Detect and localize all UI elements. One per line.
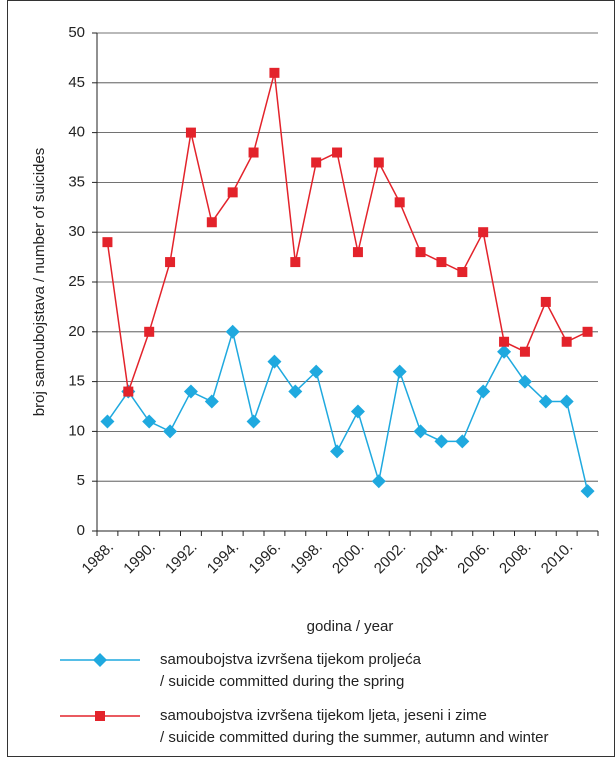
square-marker (582, 326, 593, 337)
square-marker (373, 157, 384, 168)
diamond-marker (476, 384, 491, 399)
diamond-marker (371, 474, 386, 489)
square-marker (457, 267, 468, 278)
square-marker (102, 237, 113, 248)
legend-label: samoubojstva izvršena tijekom proljeća (160, 651, 422, 668)
x-tick-label: 2004. (413, 539, 452, 578)
y-tick-label: 25 (68, 273, 85, 290)
y-tick-label: 40 (68, 124, 85, 141)
square-marker (290, 257, 301, 268)
y-tick-label: 5 (77, 472, 85, 489)
x-tick-label: 2006. (454, 539, 493, 578)
legend-label: samoubojstva izvršena tijekom ljeta, jes… (160, 707, 487, 724)
x-tick-label: 1998. (287, 539, 326, 578)
y-tick-label: 10 (68, 422, 85, 439)
diamond-marker (497, 344, 512, 359)
diamond-marker (309, 364, 324, 379)
diamond-marker (434, 434, 449, 449)
square-marker (311, 157, 322, 168)
square-marker (415, 247, 426, 258)
y-tick-label: 15 (68, 373, 85, 390)
legend-label: / suicide committed during the summer, a… (160, 729, 549, 746)
diamond-marker (330, 444, 345, 459)
y-tick-label: 45 (68, 74, 85, 91)
square-marker (269, 67, 280, 78)
x-tick-label: 2010. (538, 539, 577, 578)
diamond-marker (100, 414, 115, 429)
square-marker (499, 336, 510, 347)
y-axis-label: broj samoubojstava / number of suicides (31, 148, 48, 416)
square-marker (394, 197, 405, 208)
x-tick-label: 2008. (496, 539, 535, 578)
square-marker (206, 217, 217, 228)
y-tick-label: 30 (68, 223, 85, 240)
square-marker (352, 247, 363, 258)
diamond-marker (559, 394, 574, 409)
square-marker (478, 227, 489, 238)
series-line (106, 328, 589, 492)
square-marker (519, 346, 530, 357)
square-marker (165, 257, 176, 268)
square-marker (561, 336, 572, 347)
diamond-marker (225, 324, 240, 339)
y-tick-label: 20 (68, 323, 85, 340)
diamond-marker (288, 384, 303, 399)
square-marker (144, 326, 155, 337)
square-marker (185, 127, 196, 138)
y-tick-label: 50 (68, 24, 85, 41)
x-tick-label: 1994. (204, 539, 243, 578)
x-tick-label: 1990. (120, 539, 159, 578)
square-marker (436, 257, 447, 268)
square-marker (227, 187, 238, 198)
x-axis-label: godina / year (307, 618, 394, 635)
diamond-marker (204, 394, 219, 409)
square-marker (123, 386, 134, 397)
diamond-marker (580, 484, 595, 499)
y-tick-label: 0 (77, 522, 85, 539)
diamond-marker (183, 384, 198, 399)
diamond-marker (267, 354, 282, 369)
square-marker (332, 147, 343, 158)
legend-label: / suicide committed during the spring (160, 673, 404, 690)
diamond-marker (538, 394, 553, 409)
y-tick-label: 35 (68, 173, 85, 190)
x-tick-label: 1996. (246, 539, 285, 578)
x-tick-label: 1992. (162, 539, 201, 578)
diamond-marker (163, 424, 178, 439)
diamond-marker (246, 414, 261, 429)
diamond-marker (517, 374, 532, 389)
diamond-marker (350, 404, 365, 419)
x-tick-label: 2002. (371, 539, 410, 578)
square-marker (540, 296, 551, 307)
square-marker (248, 147, 259, 158)
x-tick-label: 2000. (329, 539, 368, 578)
square-marker (95, 711, 105, 721)
diamond-marker (392, 364, 407, 379)
x-tick-label: 1988. (79, 539, 118, 578)
diamond-marker (93, 653, 107, 667)
diamond-marker (455, 434, 470, 449)
diamond-marker (142, 414, 157, 429)
diamond-marker (413, 424, 428, 439)
